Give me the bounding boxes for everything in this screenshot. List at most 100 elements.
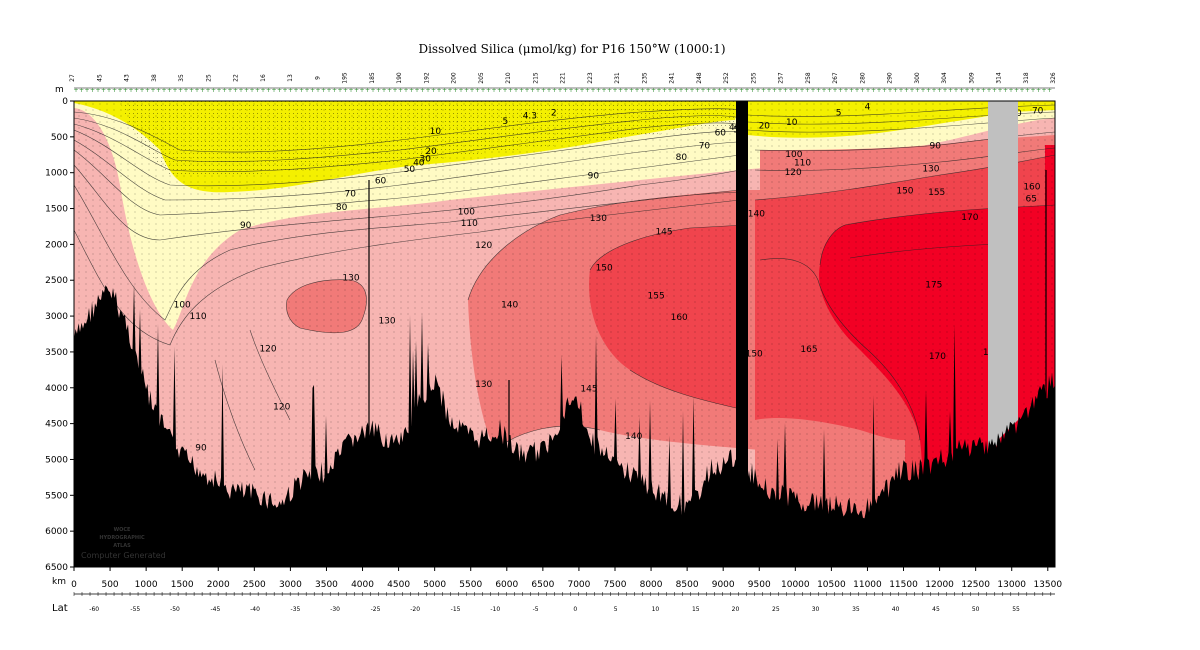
latitude-tick-label: 45 [932,606,940,613]
station-number: 231 [614,72,621,84]
latitude-tick-label: 55 [1012,606,1020,613]
contour-label: 2 [551,108,557,118]
station-cross: + [194,87,199,94]
station-cross: + [865,87,870,94]
station-cross: + [101,87,106,94]
station-cross: + [618,87,623,94]
station-cross: + [1003,87,1008,94]
latitude-tick-label: 35 [852,606,860,613]
station-cross: + [849,87,854,94]
latitude-tick-label: 15 [692,606,700,613]
station-cross: + [810,87,815,94]
station-cross: + [667,87,672,94]
distance-tick-label: 6000 [495,580,518,590]
plot-frame [73,100,1056,568]
station-cross: + [95,87,100,94]
distance-tick-label: 6500 [531,580,554,590]
contour-label: 130 [475,380,492,390]
watermark-line-1: WOCE [114,527,131,533]
contour-label: 120 [785,168,802,178]
station-cross: + [156,87,161,94]
station-cross: + [315,87,320,94]
contour-label: 90 [930,141,942,151]
station-cross: + [656,87,661,94]
station-cross: + [519,87,524,94]
contour-label: 155 [648,291,665,301]
station-cross: + [986,87,991,94]
station-cross: + [299,87,304,94]
latitude-tick-label: 25 [772,606,780,613]
depth-tick-label: 3000 [45,312,68,322]
contour-label: 110 [189,312,206,322]
station-cross: + [139,87,144,94]
depth-tick-label: 5500 [45,491,68,501]
station-cross: + [744,87,749,94]
distance-tick-label: 1500 [171,580,194,590]
station-cross: + [882,87,887,94]
station-cross: + [288,87,293,94]
station-number: 192 [423,72,430,84]
station-cross: + [381,87,386,94]
contour-label: 30 [420,154,432,164]
contour-label: 150 [896,187,913,197]
station-cross: + [964,87,969,94]
latitude-tick-label: -60 [89,606,99,613]
contour-label: 90 [195,443,207,453]
contour-label: 20 [759,121,771,131]
distance-tick-label: 8000 [640,580,663,590]
station-cross: + [420,87,425,94]
depth-tick-label: 1500 [45,205,68,215]
contour-label: 145 [655,227,672,237]
latitude-axis: -60 -55 -50 -45 -40 -35 -30 -25 -20 -15 -10 -5 0 5 10 1… [73,592,1055,613]
station-ticks: + + + + + + + + + + + + + + + + + + + + + + + + + + + + + + + + + + + + + + + +… [73,87,1055,94]
latitude-tick-label: 30 [812,606,820,613]
station-cross: + [271,87,276,94]
station-cross: + [343,87,348,94]
contour-label: 5 [836,108,842,118]
station-cross: + [711,87,716,94]
station-cross: + [326,87,331,94]
station-number: 9 [314,76,321,80]
latitude-tick-label: -15 [451,606,461,613]
station-cross: + [772,87,777,94]
contour-label: 70 [699,141,711,151]
island-bar [736,101,748,567]
latitude-tick-label: -50 [170,606,180,613]
station-cross: + [821,87,826,94]
station-cross: + [981,87,986,94]
contour-label: 40 [413,159,425,169]
station-cross: + [601,87,606,94]
station-cross: + [634,87,639,94]
distance-tick-label: 5000 [423,580,446,590]
distance-tick-label: 500 [101,580,118,590]
station-cross: + [942,87,947,94]
station-number: 314 [996,72,1003,84]
contour-label: 70 [345,189,357,199]
latitude-tick-label: 5 [614,606,618,613]
contour-label: 110 [794,159,811,169]
contour-label: 10 [430,127,442,137]
distance-tick-label: 5500 [459,580,482,590]
station-cross: + [926,87,931,94]
station-cross: + [365,87,370,94]
station-number: 200 [451,72,458,84]
station-cross: + [442,87,447,94]
contour-label: 120 [259,344,276,354]
station-cross: + [777,87,782,94]
plot-area: 54.3 210203040506070809010011012012090130… [74,101,1055,567]
station-cross: + [469,87,474,94]
sample-dots-dense [120,101,740,177]
station-cross: + [959,87,964,94]
latitude-tick-label: 20 [732,606,740,613]
station-cross: + [392,87,397,94]
station-cross: + [574,87,579,94]
station-cross: + [79,87,84,94]
station-cross: + [172,87,177,94]
contour-label: 65 [1025,195,1036,205]
contour-label: 130 [342,273,359,283]
contour-label: 110 [461,219,478,229]
station-cross: + [700,87,705,94]
station-number: 205 [478,72,485,84]
station-cross: + [541,87,546,94]
contour-label: 70 [1032,106,1044,116]
